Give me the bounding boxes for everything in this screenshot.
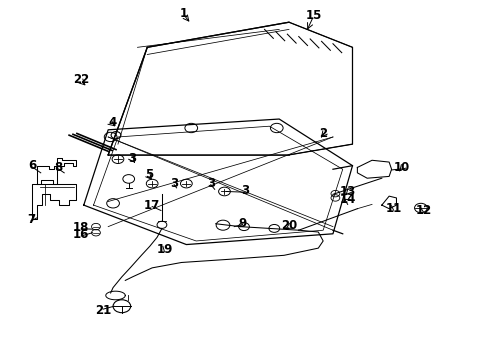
Text: 6: 6 xyxy=(28,159,37,172)
Text: 13: 13 xyxy=(340,185,356,198)
Text: 9: 9 xyxy=(239,216,246,230)
Text: 5: 5 xyxy=(145,168,153,181)
Text: 3: 3 xyxy=(170,177,178,190)
Text: 17: 17 xyxy=(144,199,160,212)
Text: 1: 1 xyxy=(180,7,188,20)
Text: 12: 12 xyxy=(415,204,432,217)
Text: 15: 15 xyxy=(305,9,321,22)
Text: 3: 3 xyxy=(241,184,249,197)
Text: 4: 4 xyxy=(108,116,116,129)
Text: 7: 7 xyxy=(27,213,35,226)
Text: 3: 3 xyxy=(128,152,137,165)
Text: 16: 16 xyxy=(73,228,90,241)
Text: 18: 18 xyxy=(73,221,90,234)
Text: 21: 21 xyxy=(95,305,111,318)
Text: 2: 2 xyxy=(319,127,327,140)
Text: 14: 14 xyxy=(340,193,356,206)
Text: 8: 8 xyxy=(54,161,63,174)
Text: 11: 11 xyxy=(386,202,402,215)
Text: 3: 3 xyxy=(207,177,215,190)
Text: 20: 20 xyxy=(281,219,297,232)
Text: 19: 19 xyxy=(156,243,172,256)
Text: 22: 22 xyxy=(73,73,90,86)
Text: 10: 10 xyxy=(393,161,410,174)
